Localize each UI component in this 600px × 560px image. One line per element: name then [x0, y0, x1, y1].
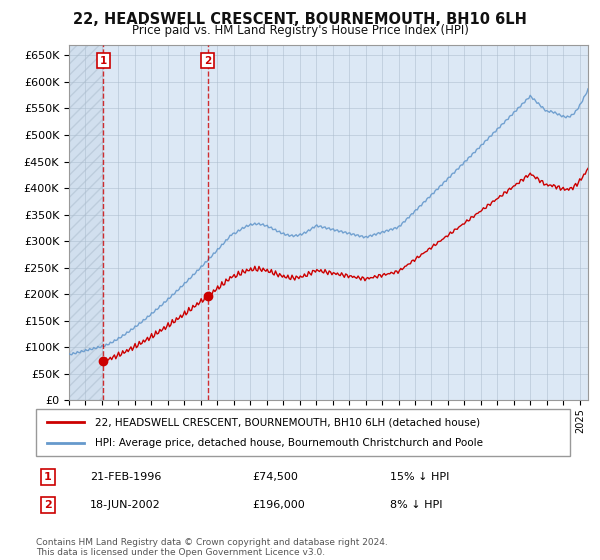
Text: 22, HEADSWELL CRESCENT, BOURNEMOUTH, BH10 6LH (detached house): 22, HEADSWELL CRESCENT, BOURNEMOUTH, BH1… — [95, 417, 480, 427]
Bar — [208, 45, 588, 400]
Text: 2: 2 — [204, 56, 211, 66]
Text: 15% ↓ HPI: 15% ↓ HPI — [390, 472, 449, 482]
Text: 1: 1 — [44, 472, 52, 482]
Text: HPI: Average price, detached house, Bournemouth Christchurch and Poole: HPI: Average price, detached house, Bour… — [95, 438, 483, 448]
Bar — [103, 45, 208, 400]
Text: 8% ↓ HPI: 8% ↓ HPI — [390, 500, 443, 510]
Bar — [69, 45, 103, 400]
Text: £196,000: £196,000 — [252, 500, 305, 510]
Text: 1: 1 — [100, 56, 107, 66]
Text: 2: 2 — [44, 500, 52, 510]
Text: Contains HM Land Registry data © Crown copyright and database right 2024.
This d: Contains HM Land Registry data © Crown c… — [36, 538, 388, 557]
Text: Price paid vs. HM Land Registry's House Price Index (HPI): Price paid vs. HM Land Registry's House … — [131, 24, 469, 36]
Text: 22, HEADSWELL CRESCENT, BOURNEMOUTH, BH10 6LH: 22, HEADSWELL CRESCENT, BOURNEMOUTH, BH1… — [73, 12, 527, 27]
Text: 21-FEB-1996: 21-FEB-1996 — [90, 472, 161, 482]
Text: £74,500: £74,500 — [252, 472, 298, 482]
Text: 18-JUN-2002: 18-JUN-2002 — [90, 500, 161, 510]
FancyBboxPatch shape — [36, 409, 570, 456]
